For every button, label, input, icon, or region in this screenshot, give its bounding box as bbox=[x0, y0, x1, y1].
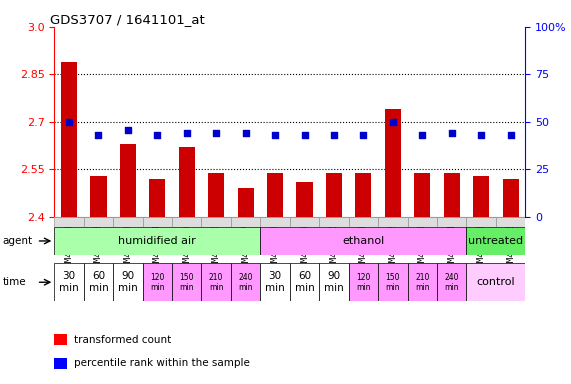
Bar bbox=[84, 263, 113, 301]
Bar bbox=[143, 263, 172, 301]
Bar bbox=[179, 147, 195, 217]
Bar bbox=[444, 172, 460, 217]
Text: 150
min: 150 min bbox=[385, 273, 400, 292]
Text: agent: agent bbox=[3, 236, 33, 246]
Bar bbox=[414, 172, 431, 217]
Bar bbox=[408, 263, 437, 301]
Bar bbox=[172, 263, 202, 301]
Point bbox=[506, 132, 515, 138]
Point bbox=[271, 132, 280, 138]
Bar bbox=[473, 176, 489, 217]
Bar bbox=[54, 217, 84, 227]
Bar bbox=[319, 217, 349, 227]
Bar bbox=[502, 179, 518, 217]
Bar bbox=[496, 217, 525, 227]
Text: 240
min: 240 min bbox=[238, 273, 253, 292]
Text: 150
min: 150 min bbox=[179, 273, 194, 292]
Bar bbox=[355, 172, 372, 217]
Bar bbox=[54, 334, 67, 345]
Bar bbox=[378, 217, 408, 227]
Bar bbox=[378, 263, 408, 301]
Point bbox=[241, 130, 250, 136]
Text: 120
min: 120 min bbox=[356, 273, 371, 292]
Text: 240
min: 240 min bbox=[444, 273, 459, 292]
Text: 210
min: 210 min bbox=[209, 273, 223, 292]
Text: ethanol: ethanol bbox=[342, 236, 384, 246]
Bar bbox=[61, 62, 77, 217]
Text: untreated: untreated bbox=[468, 236, 524, 246]
Bar bbox=[290, 217, 319, 227]
Bar bbox=[260, 217, 290, 227]
Bar bbox=[467, 263, 525, 301]
Bar bbox=[437, 263, 467, 301]
Bar bbox=[231, 217, 260, 227]
Bar bbox=[54, 358, 67, 369]
Bar bbox=[467, 227, 525, 255]
Bar bbox=[54, 263, 84, 301]
Point bbox=[477, 132, 486, 138]
Point bbox=[94, 132, 103, 138]
Text: percentile rank within the sample: percentile rank within the sample bbox=[74, 358, 250, 368]
Point bbox=[182, 130, 191, 136]
Point bbox=[359, 132, 368, 138]
Bar bbox=[467, 217, 496, 227]
Bar bbox=[113, 263, 143, 301]
Point bbox=[388, 119, 397, 125]
Point bbox=[123, 126, 132, 132]
Bar bbox=[90, 176, 107, 217]
Bar bbox=[437, 217, 467, 227]
Text: humidified air: humidified air bbox=[118, 236, 196, 246]
Bar bbox=[113, 217, 143, 227]
Point bbox=[212, 130, 221, 136]
Bar bbox=[319, 263, 349, 301]
Text: control: control bbox=[477, 277, 515, 287]
Text: GDS3707 / 1641101_at: GDS3707 / 1641101_at bbox=[50, 13, 204, 26]
Point bbox=[300, 132, 309, 138]
Point bbox=[152, 132, 162, 138]
Bar bbox=[260, 263, 290, 301]
Text: 30
min: 30 min bbox=[265, 271, 285, 293]
Bar bbox=[149, 179, 166, 217]
Bar bbox=[349, 217, 378, 227]
Text: 90
min: 90 min bbox=[324, 271, 344, 293]
Point bbox=[65, 119, 74, 125]
Bar bbox=[172, 217, 202, 227]
Bar bbox=[260, 227, 467, 255]
Bar bbox=[296, 182, 312, 217]
Text: 120
min: 120 min bbox=[150, 273, 164, 292]
Text: 60
min: 60 min bbox=[89, 271, 108, 293]
Text: transformed count: transformed count bbox=[74, 335, 171, 345]
Bar bbox=[208, 172, 224, 217]
Text: 210
min: 210 min bbox=[415, 273, 429, 292]
Text: 60
min: 60 min bbox=[295, 271, 315, 293]
Point bbox=[447, 130, 456, 136]
Bar bbox=[143, 217, 172, 227]
Bar bbox=[202, 217, 231, 227]
Bar bbox=[290, 263, 319, 301]
Bar bbox=[54, 227, 260, 255]
Bar bbox=[84, 217, 113, 227]
Bar bbox=[408, 217, 437, 227]
Bar bbox=[267, 172, 283, 217]
Bar bbox=[238, 189, 254, 217]
Point bbox=[329, 132, 339, 138]
Bar bbox=[202, 263, 231, 301]
Text: 30
min: 30 min bbox=[59, 271, 79, 293]
Bar bbox=[120, 144, 136, 217]
Bar bbox=[385, 109, 401, 217]
Text: 90
min: 90 min bbox=[118, 271, 138, 293]
Bar bbox=[349, 263, 378, 301]
Point bbox=[418, 132, 427, 138]
Bar bbox=[326, 172, 342, 217]
Bar bbox=[231, 263, 260, 301]
Text: time: time bbox=[3, 277, 26, 287]
